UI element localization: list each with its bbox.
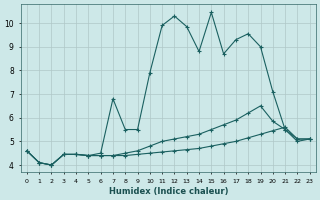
X-axis label: Humidex (Indice chaleur): Humidex (Indice chaleur) — [108, 187, 228, 196]
